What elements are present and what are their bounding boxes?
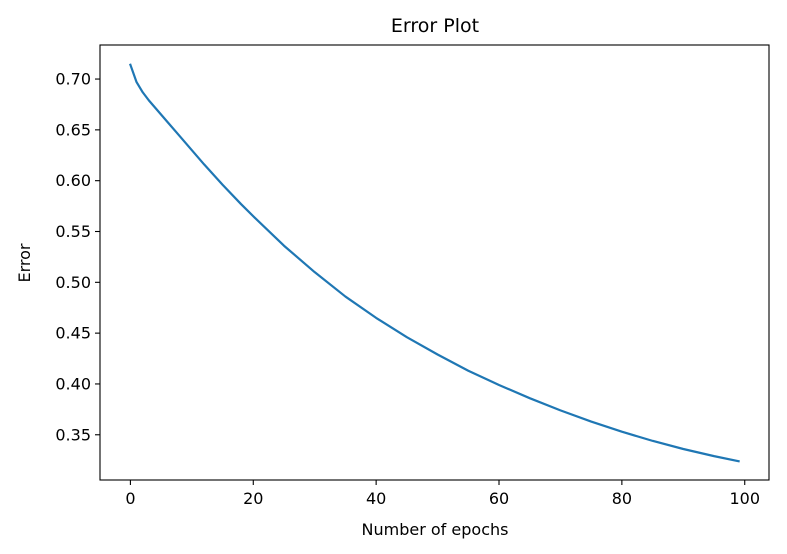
x-tick-label: 40: [366, 489, 386, 508]
x-tick-label: 60: [489, 489, 509, 508]
x-tick-label: 20: [243, 489, 263, 508]
x-tick-label: 100: [729, 489, 760, 508]
error-series-line: [129, 63, 740, 463]
chart-title: Error Plot: [391, 15, 479, 37]
y-tick-label: 0.50: [55, 273, 91, 292]
x-tick-label: 80: [612, 489, 632, 508]
y-tick-label: 0.40: [55, 374, 91, 393]
x-tick-label: 0: [125, 489, 135, 508]
y-tick-label: 0.55: [55, 222, 91, 241]
y-tick-label: 0.35: [55, 425, 91, 444]
y-tick-label: 0.60: [55, 171, 91, 190]
plot-frame: [99, 44, 770, 481]
y-tick-label: 0.45: [55, 324, 91, 343]
x-axis-label: Number of epochs: [362, 520, 509, 539]
y-tick-label: 0.65: [55, 120, 91, 139]
y-tick-label: 0.70: [55, 70, 91, 89]
y-axis-label: Error: [15, 243, 34, 282]
